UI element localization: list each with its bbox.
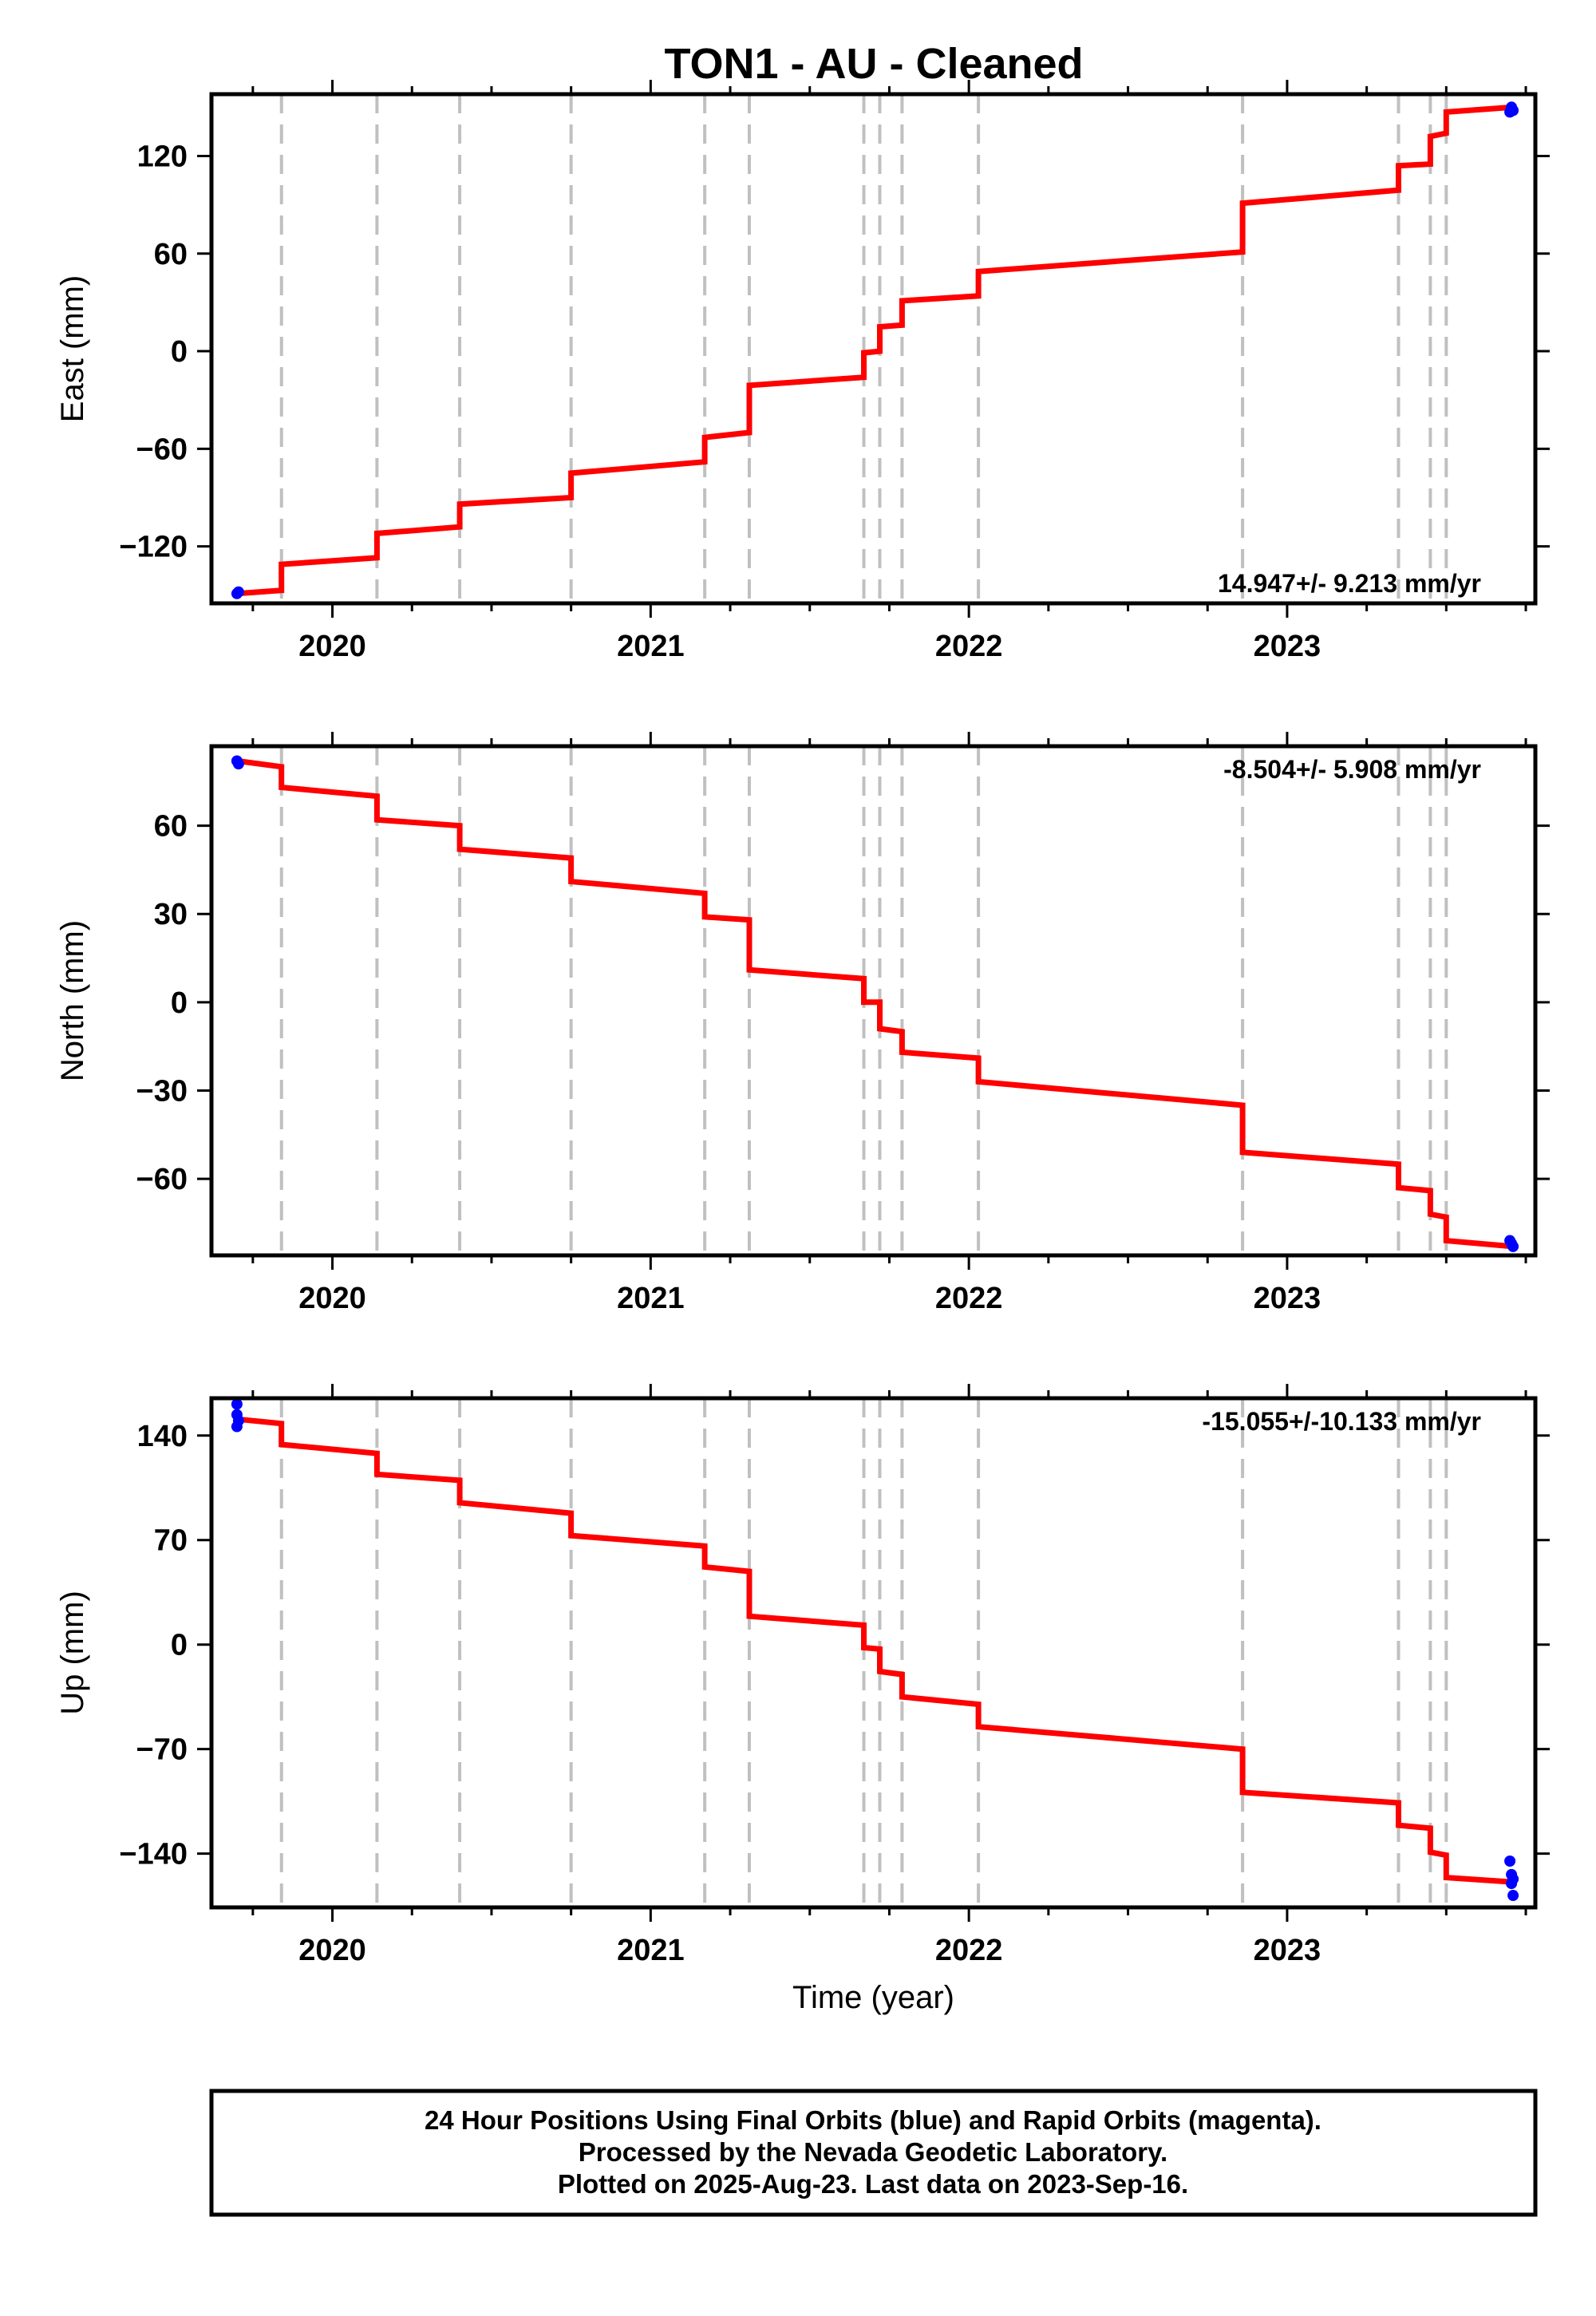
north-x-tick-label: 2022 xyxy=(935,1282,1003,1315)
north-x-tick-label: 2021 xyxy=(617,1282,685,1315)
up-y-axis-label: Up (mm) xyxy=(55,1591,90,1715)
east-data-point xyxy=(232,586,244,598)
north-model-line xyxy=(236,757,1514,1250)
east-x-tick-label: 2022 xyxy=(935,630,1003,663)
up-frame xyxy=(209,1396,1538,1910)
east-y-axis-label: East (mm) xyxy=(55,275,90,422)
north-y-tick-label: 0 xyxy=(171,986,188,1020)
east-rate-label: 14.947+/- 9.213 mm/yr xyxy=(1218,569,1481,598)
up-model-line xyxy=(236,1416,1514,1885)
plot-title: TON1 - AU - Cleaned xyxy=(664,40,1083,88)
east-y-tick-label: −120 xyxy=(119,531,188,564)
north-panel: 2020 2021 2022 2023 −60 −30 0 30 60 North (mm) -8.… xyxy=(55,732,1550,1315)
up-x-tick-label: 2023 xyxy=(1254,1934,1321,1967)
east-model-line xyxy=(236,104,1514,597)
north-x-tick-label: 2020 xyxy=(298,1282,366,1315)
east-x-tick-label: 2021 xyxy=(617,630,685,663)
footer-box: 24 Hour Positions Using Final Orbits (bl… xyxy=(209,2089,1538,2217)
north-data-point xyxy=(1507,1240,1519,1252)
north-frame xyxy=(209,744,1538,1258)
east-y-tick-label: 120 xyxy=(137,140,188,173)
east-y-tick-label: 0 xyxy=(171,335,188,369)
up-y-tick-label: −70 xyxy=(136,1733,188,1767)
up-y-tick-label: −140 xyxy=(119,1838,188,1871)
footer-line-2: Processed by the Nevada Geodetic Laborat… xyxy=(579,2137,1167,2167)
up-x-tick-label: 2020 xyxy=(298,1934,366,1967)
east-y-tick-label: −60 xyxy=(136,433,188,466)
north-y-tick-label: −30 xyxy=(136,1074,188,1108)
panels: 2020 2021 2022 2023 −120 −60 0 60 120 East (mm) 14… xyxy=(55,80,1550,2015)
east-data-point xyxy=(1507,105,1519,117)
east-x-tick-label: 2023 xyxy=(1254,630,1321,663)
east-frame xyxy=(209,92,1538,606)
east-panel: 2020 2021 2022 2023 −120 −60 0 60 120 East (mm) 14… xyxy=(55,80,1550,663)
up-data-point xyxy=(1504,1856,1516,1867)
up-y-tick-label: 70 xyxy=(154,1524,188,1558)
up-data-point xyxy=(231,1398,243,1410)
north-y-tick-label: −60 xyxy=(136,1163,188,1196)
up-x-tick-label: 2021 xyxy=(617,1934,685,1967)
footer-line-3: Plotted on 2025-Aug-23. Last data on 202… xyxy=(558,2169,1188,2199)
up-data-point xyxy=(1507,1873,1519,1885)
east-x-tick-label: 2020 xyxy=(298,630,366,663)
up-rate-label: -15.055+/-10.133 mm/yr xyxy=(1202,1407,1481,1436)
east-y-tick-label: 60 xyxy=(154,238,188,271)
north-y-axis-label: North (mm) xyxy=(55,920,90,1081)
north-x-tick-label: 2023 xyxy=(1254,1282,1321,1315)
up-x-tick-label: 2022 xyxy=(935,1934,1003,1967)
footer-line-1: 24 Hour Positions Using Final Orbits (bl… xyxy=(425,2105,1321,2135)
north-y-tick-label: 30 xyxy=(154,898,188,931)
north-y-tick-label: 60 xyxy=(154,810,188,844)
up-y-tick-label: 0 xyxy=(171,1629,188,1662)
up-data-point xyxy=(1507,1890,1519,1902)
up-panel: 2020 2021 2022 2023 −140 −70 0 70 140 Up (mm) Time… xyxy=(55,1384,1550,2015)
up-x-axis-label: Time (year) xyxy=(792,1980,954,2015)
footer-frame xyxy=(209,2089,1538,2217)
up-data-point xyxy=(232,1415,244,1427)
north-data-point xyxy=(232,758,244,770)
north-rate-label: -8.504+/- 5.908 mm/yr xyxy=(1223,755,1481,784)
up-y-tick-label: 140 xyxy=(137,1420,188,1453)
